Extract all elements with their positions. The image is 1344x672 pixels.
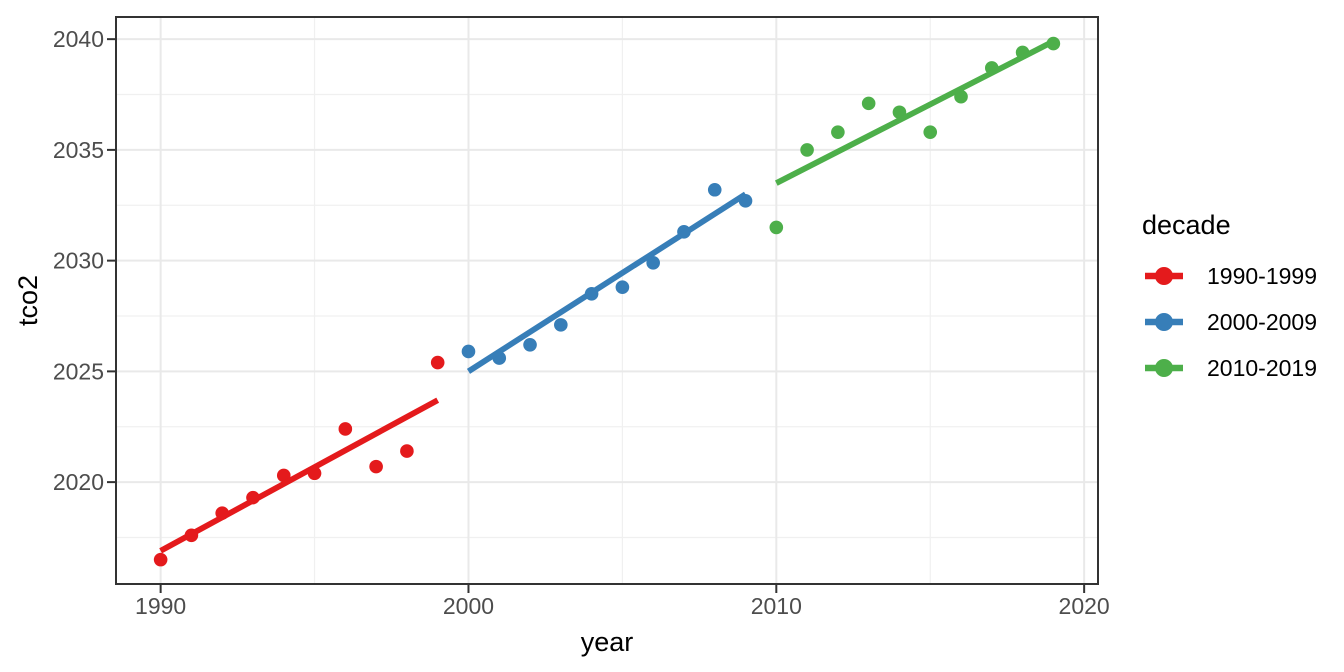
- legend-entries: 1990-1999 2000-2009 2010-2019: [1142, 253, 1317, 391]
- legend: decade 1990-1999 2000-2009 2010-2019: [1142, 207, 1317, 391]
- data-point: [800, 143, 814, 157]
- data-point: [153, 552, 168, 567]
- legend-key-icon: [1145, 359, 1183, 377]
- data-point: [646, 256, 660, 270]
- trend-line: [466, 191, 748, 374]
- data-point: [707, 182, 722, 197]
- legend-key-dot: [1155, 313, 1173, 331]
- legend-key-icon: [1145, 267, 1183, 285]
- x-tick-label: 2010: [751, 593, 802, 619]
- legend-entry: 1990-1999: [1142, 253, 1317, 299]
- legend-key-icon: [1145, 313, 1183, 331]
- y-axis-title: tco2: [13, 275, 43, 326]
- data-point: [523, 337, 537, 352]
- legend-entry: 2010-2019: [1142, 345, 1317, 391]
- y-tick-label: 2030: [53, 248, 104, 274]
- data-point: [769, 220, 784, 235]
- plot-panel: [116, 17, 1098, 584]
- panel-border: [115, 16, 1099, 585]
- x-axis-title: year: [581, 627, 634, 657]
- legend-key-dot: [1155, 267, 1173, 285]
- axis-ticks: 1990 2000 2010 2020 2020 2025 2030 2035 2040: [53, 26, 1110, 619]
- trend-line: [159, 397, 440, 554]
- y-tick-label: 2025: [53, 358, 104, 384]
- data-point: [923, 125, 938, 139]
- trend-line: [774, 38, 1055, 186]
- data-point: [615, 280, 630, 295]
- legend-title: decade: [1142, 210, 1231, 240]
- data-point: [831, 125, 845, 139]
- data-point: [554, 318, 568, 332]
- data-point: [461, 344, 476, 359]
- legend-entry: 2000-2009: [1142, 299, 1317, 345]
- grid-minor: [116, 17, 1098, 584]
- x-tick-label: 2000: [443, 593, 494, 619]
- data-point: [338, 422, 353, 436]
- legend-key-dot: [1155, 359, 1173, 377]
- legend-entry-label: 1990-1999: [1207, 262, 1317, 289]
- x-tick-label: 2020: [1059, 593, 1110, 619]
- x-tick-label: 1990: [135, 593, 186, 619]
- data-point: [430, 355, 445, 370]
- data-point: [400, 444, 414, 458]
- data-point: [369, 459, 383, 474]
- data-point: [861, 96, 876, 111]
- legend-entry-label: 2000-2009: [1207, 308, 1317, 335]
- legend-entry-label: 2010-2019: [1207, 354, 1317, 381]
- grid-major: [116, 17, 1098, 584]
- y-tick-label: 2035: [53, 137, 104, 163]
- y-tick-label: 2040: [53, 26, 104, 52]
- y-tick-label: 2020: [53, 469, 104, 495]
